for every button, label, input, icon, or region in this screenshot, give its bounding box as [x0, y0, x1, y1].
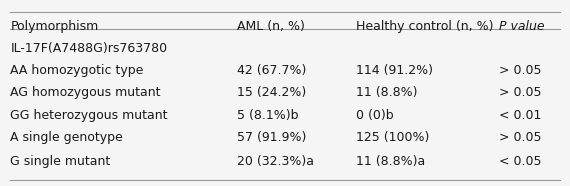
Text: > 0.05: > 0.05	[499, 64, 542, 77]
Text: > 0.05: > 0.05	[499, 86, 542, 100]
Text: 11 (8.8%): 11 (8.8%)	[356, 86, 418, 100]
Text: IL-17F(A7488G)rs763780: IL-17F(A7488G)rs763780	[10, 42, 168, 55]
Text: 57 (91.9%): 57 (91.9%)	[237, 131, 306, 144]
Text: AML (n, %): AML (n, %)	[237, 20, 304, 33]
Text: Polymorphism: Polymorphism	[10, 20, 99, 33]
Text: 114 (91.2%): 114 (91.2%)	[356, 64, 433, 77]
Text: AG homozygous mutant: AG homozygous mutant	[10, 86, 161, 100]
Text: 20 (32.3%)a: 20 (32.3%)a	[237, 155, 314, 168]
Text: > 0.05: > 0.05	[499, 131, 542, 144]
Text: 0 (0)b: 0 (0)b	[356, 109, 394, 122]
Text: G single mutant: G single mutant	[10, 155, 111, 168]
Text: Healthy control (n, %): Healthy control (n, %)	[356, 20, 494, 33]
Text: GG heterozygous mutant: GG heterozygous mutant	[10, 109, 168, 122]
Text: < 0.01: < 0.01	[499, 109, 541, 122]
Text: 5 (8.1%)b: 5 (8.1%)b	[237, 109, 298, 122]
Text: < 0.05: < 0.05	[499, 155, 542, 168]
Text: 15 (24.2%): 15 (24.2%)	[237, 86, 306, 100]
Text: AA homozygotic type: AA homozygotic type	[10, 64, 144, 77]
Text: P value: P value	[499, 20, 544, 33]
Text: 11 (8.8%)a: 11 (8.8%)a	[356, 155, 425, 168]
Text: A single genotype: A single genotype	[10, 131, 123, 144]
Text: 125 (100%): 125 (100%)	[356, 131, 430, 144]
Text: 42 (67.7%): 42 (67.7%)	[237, 64, 306, 77]
